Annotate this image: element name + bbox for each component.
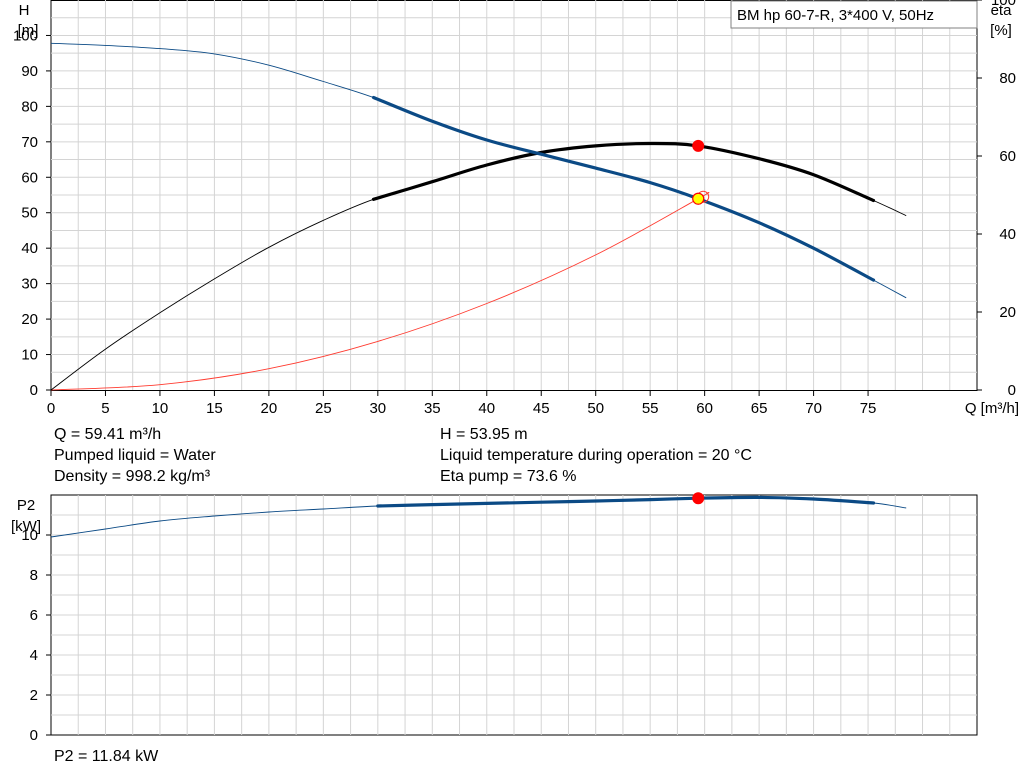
y-right-tick-label: 20 [999,304,1016,321]
x-tick-label: 70 [805,400,822,417]
title-box [730,0,978,29]
y-left-tick-label: 70 [21,134,38,151]
x-tick-label: 35 [424,400,441,417]
power-y-tick-label: 2 [30,687,38,704]
power-y-tick-label: 6 [30,607,38,624]
y-left-tick-label: 0 [30,382,38,399]
chart-title: BM hp 60-7-R, 3*400 V, 50Hz [737,7,934,24]
y-left-tick-label: 30 [21,276,38,293]
x-tick-label: 20 [261,400,278,417]
info-density: Density = 998.2 kg/m³ [54,468,211,485]
operating-point-eta [692,139,705,152]
y-right-tick-label: 100 [991,0,1016,9]
x-tick-label: 0 [47,400,55,417]
x-tick-label: 45 [533,400,550,417]
x-tick-label: 5 [101,400,109,417]
info-head: H = 53.95 m [440,426,528,443]
x-tick-label: 65 [751,400,768,417]
operating-point-power [692,492,705,505]
y-left-tick-label: 50 [21,205,38,222]
x-tick-label: 15 [206,400,223,417]
y-left-tick-label: 60 [21,169,38,186]
y-left-tick-label: 10 [21,347,38,364]
y-left-tick-label: 90 [21,63,38,80]
info-flow-rate: Q = 59.41 m³/h [54,426,162,443]
y-right-axis-label: eta [991,2,1013,19]
y-left-tick-label: 40 [21,240,38,257]
system-curve [50,191,710,391]
x-tick-label: 25 [315,400,332,417]
power-y-tick-label: 8 [30,567,38,584]
y-left-tick-label: 100 [13,27,38,44]
eta-curve-operating-range [371,141,876,203]
y-right-tick-label: 40 [999,226,1016,243]
y-left-tick-label: 80 [21,98,38,115]
power-y-axis-label: P2 [17,497,35,514]
info-eta-pump: Eta pump = 73.6 % [440,468,577,485]
y-left-axis-label: H [19,2,30,19]
power-y-tick-label: 4 [30,647,38,664]
x-tick-label: 10 [152,400,169,417]
x-tick-label: 75 [860,400,877,417]
info-liquid-temperature: Liquid temperature during operation = 20… [440,447,752,464]
info-pumped-liquid: Pumped liquid = Water [54,447,216,464]
y-left-tick-label: 20 [21,311,38,328]
power-curve-operating-range [376,495,876,508]
y-left-axis-unit: [m] [18,22,39,39]
info-power: P2 = 11.84 kW [54,748,159,765]
y-right-axis-unit: [%] [990,22,1012,39]
x-tick-label: 30 [369,400,386,417]
x-axis-label: Q [m³/h] [965,400,1019,417]
power-y-axis-unit: [kW] [11,518,41,535]
power-y-tick-label: 0 [30,727,38,744]
head-curve-operating-range [371,95,876,282]
y-right-tick-label: 60 [999,148,1016,165]
x-tick-label: 40 [478,400,495,417]
x-tick-label: 55 [642,400,659,417]
y-right-tick-label: 0 [1008,382,1016,399]
y-right-tick-label: 80 [999,70,1016,87]
power-y-tick-label: 10 [21,527,38,544]
x-tick-label: 50 [587,400,604,417]
x-tick-label: 60 [696,400,713,417]
operating-point-head [692,192,705,205]
